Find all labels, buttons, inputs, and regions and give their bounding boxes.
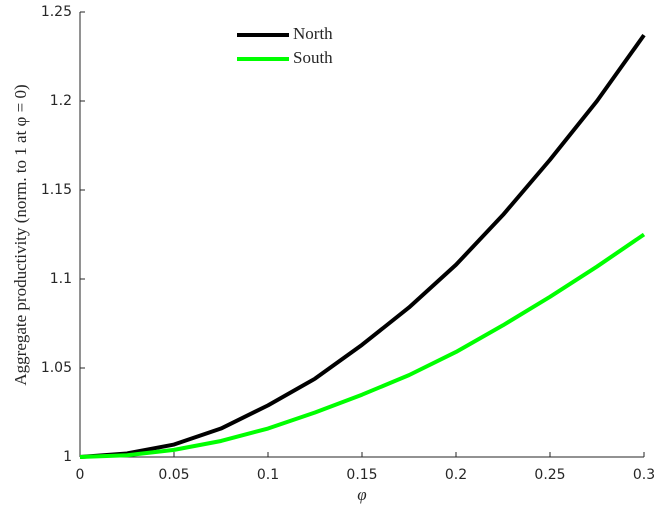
y-tick-label: 1.1 <box>50 271 72 287</box>
y-tick-label: 1 <box>63 449 72 465</box>
y-tick-label: 1.2 <box>50 93 72 109</box>
line-series <box>79 33 646 459</box>
line-series <box>79 232 646 459</box>
y-tick-label: 1.05 <box>41 360 72 376</box>
x-axis-label: φ <box>357 485 366 504</box>
y-axis-label: Aggregate productivity (norm. to 1 at φ … <box>11 84 30 385</box>
y-tick-label: 1.15 <box>41 182 72 198</box>
x-tick-label: 0.25 <box>534 467 565 483</box>
x-tick-label: 0.1 <box>257 467 279 483</box>
legend-label: North <box>293 24 333 43</box>
x-tick-label: 0.05 <box>158 467 189 483</box>
y-tick-label: 1.25 <box>41 4 72 20</box>
x-tick-label: 0.3 <box>633 467 655 483</box>
legend-label: South <box>293 48 333 67</box>
x-tick-label: 0.2 <box>445 467 467 483</box>
x-tick-label: 0.15 <box>346 467 377 483</box>
x-tick-label: 0 <box>76 467 85 483</box>
